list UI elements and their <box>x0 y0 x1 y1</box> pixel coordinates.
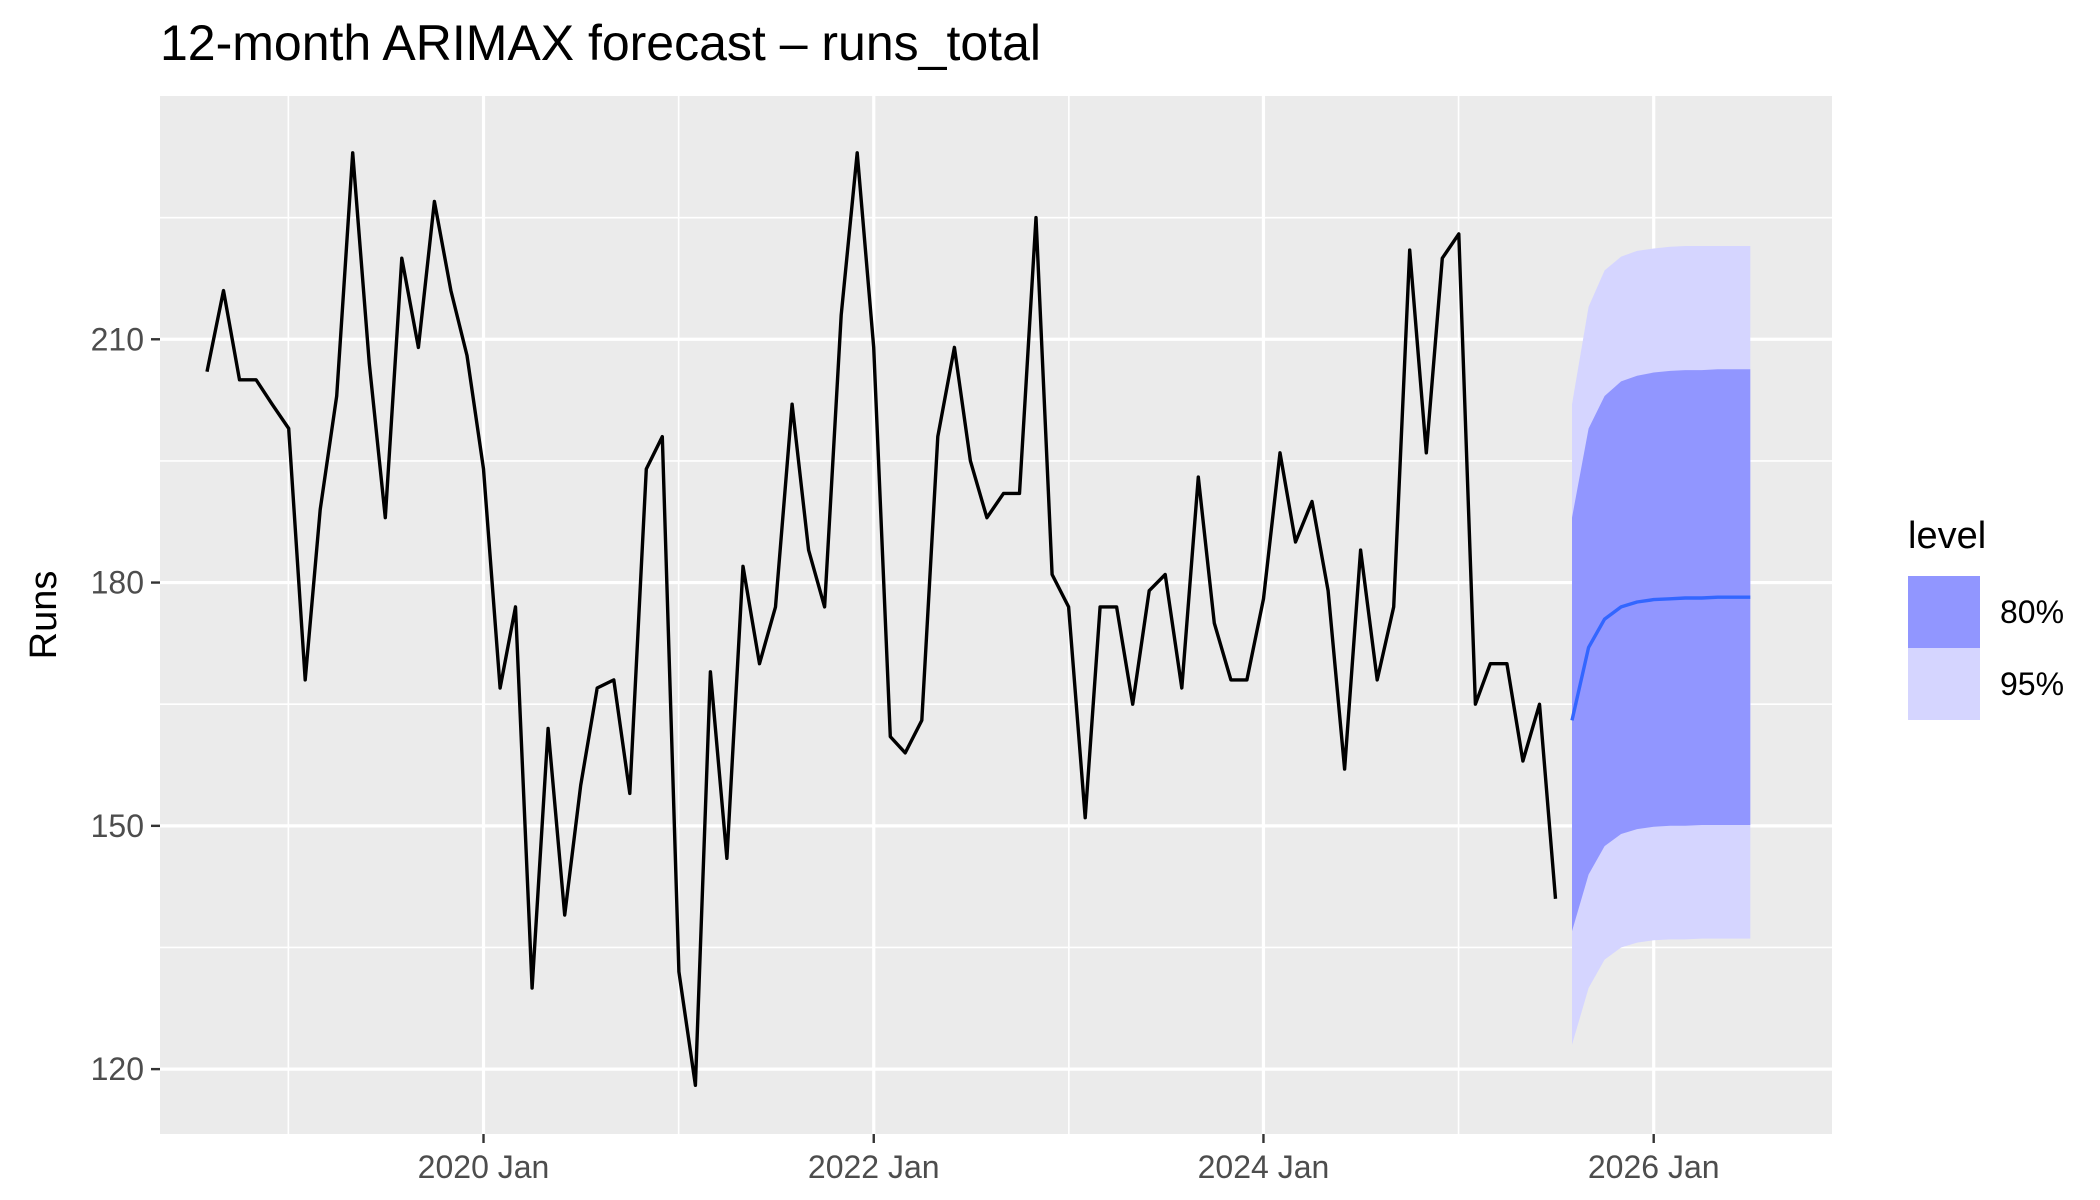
x-tick-label: 2026 Jan <box>1588 1149 1720 1185</box>
y-tick-label: 180 <box>91 565 144 601</box>
series-lines <box>205 151 1751 1088</box>
band-80 <box>1572 369 1751 932</box>
x-axis: 2020 Jan 2022 Jan 2024 Jan 2026 Jan <box>418 1134 1720 1185</box>
x-tick-label: 2024 Jan <box>1198 1149 1330 1185</box>
y-tick-label: 210 <box>91 321 144 357</box>
legend: level 80% 95% <box>1908 515 2064 720</box>
y-tick-label: 150 <box>91 808 144 844</box>
legend-label: 80% <box>2000 594 2064 630</box>
legend-key <box>1908 648 1980 720</box>
forecast-mean-line <box>1570 595 1751 721</box>
y-axis: 120 150 180 210 <box>91 321 160 1087</box>
forecast-bands <box>1572 246 1751 1045</box>
legend-label: 95% <box>2000 666 2064 702</box>
legend-key <box>1908 576 1980 648</box>
x-tick-label: 2020 Jan <box>418 1149 550 1185</box>
plot-panel <box>160 96 1832 1134</box>
chart-title: 12-month ARIMAX forecast – runs_total <box>160 15 1041 71</box>
legend-title: level <box>1908 515 1986 557</box>
observed-line <box>205 151 1558 1088</box>
x-tick-label: 2022 Jan <box>808 1149 940 1185</box>
y-tick-label: 120 <box>91 1051 144 1087</box>
y-axis-title: Runs <box>23 571 65 660</box>
